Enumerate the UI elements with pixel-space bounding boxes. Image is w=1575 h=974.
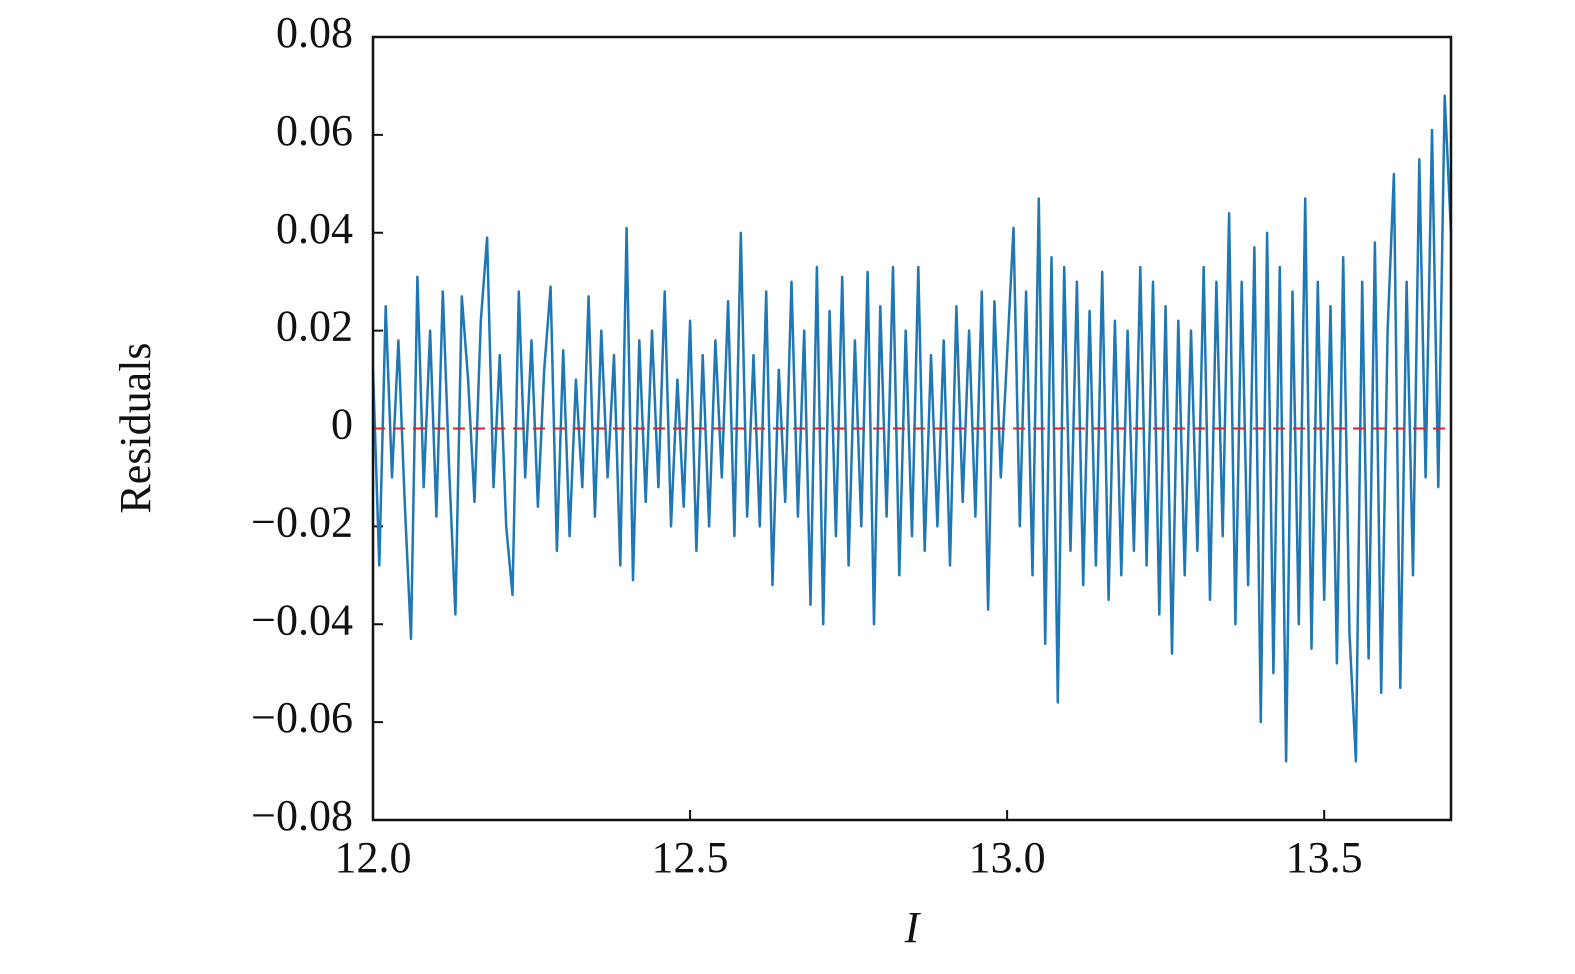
y-tick-label: 0.08 [276,8,353,57]
y-tick-label: −0.06 [251,693,353,742]
plot-frame [371,35,1453,822]
y-tick-label: 0 [331,400,353,449]
y-tick-label: 0.06 [276,106,353,155]
y-tick-label: −0.08 [251,791,353,840]
y-tick-label: 0.02 [276,302,353,351]
x-tick-label: 12.0 [335,833,412,882]
x-tick-label: 13.0 [969,833,1046,882]
x-tick-label: 12.5 [652,833,729,882]
x-tick-label: 13.5 [1286,833,1363,882]
x-axis-label: I [904,903,922,952]
y-axis-label: Residuals [111,342,160,513]
data-line [371,94,1453,763]
y-tick-label: 0.04 [276,204,353,253]
y-tick-label: −0.02 [251,497,353,546]
y-tick-label: −0.04 [251,595,353,644]
